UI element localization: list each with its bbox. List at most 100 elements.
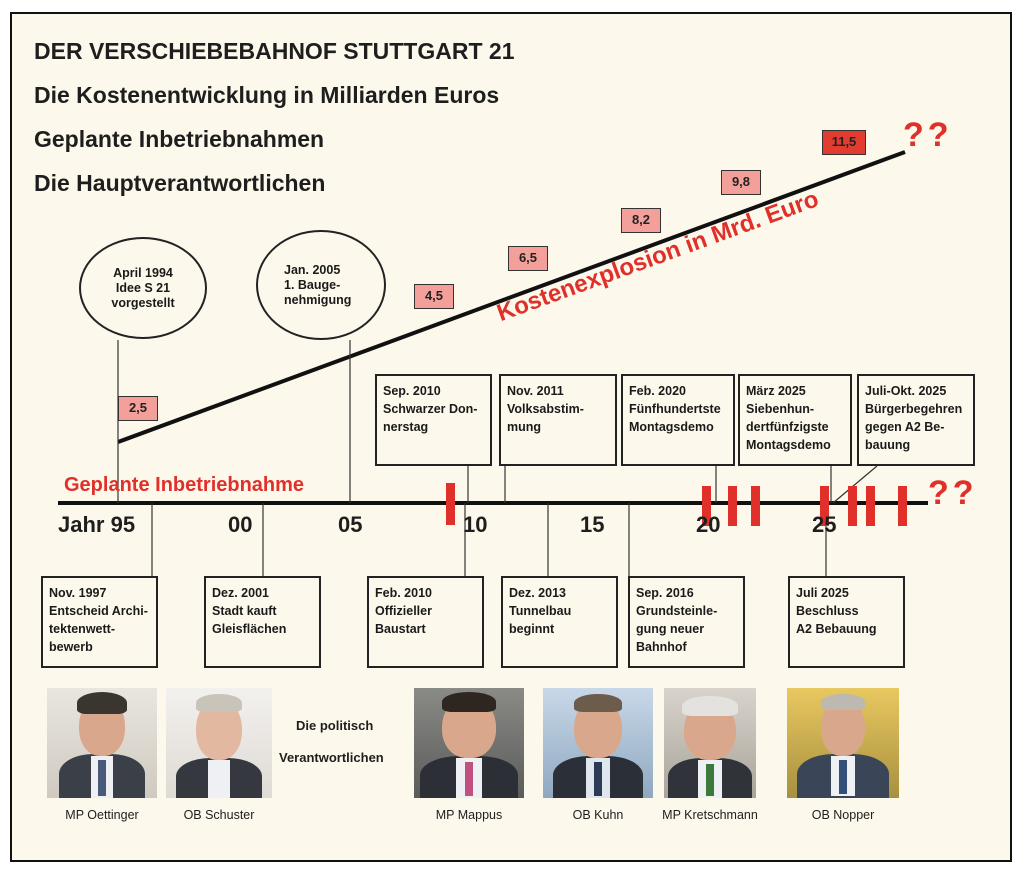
event-box-feb2010: Feb. 2010 Offizieller Baustart (367, 576, 484, 668)
politicians-label-line1: Die politisch (296, 718, 374, 733)
event-box-sep2016: Sep. 2016 Grundsteinle- gung neuer Bahnh… (628, 576, 745, 668)
event-text: Bahnhof (636, 640, 687, 654)
caption-mappus: MP Mappus (435, 808, 503, 822)
event-box-feb2020: Feb. 2020 Fünfhundertste Montagsdemo (621, 374, 735, 466)
caption-oettinger: MP Oettinger (65, 808, 139, 822)
event-box-dez2013: Dez. 2013 Tunnelbau beginnt (501, 576, 618, 668)
event-text: tektenwett- (49, 622, 115, 636)
event-box-mar2025: März 2025 Siebenhun- dertfünfzigste Mont… (738, 374, 852, 466)
cost-box: 8,2 (621, 208, 661, 233)
planned-opening-marker (820, 486, 829, 526)
subtitle-costs: Die Kostenentwicklung in Milliarden Euro… (34, 82, 500, 108)
planned-opening-marker (702, 486, 711, 526)
planned-opening-marker (446, 483, 455, 525)
event-text: Montagsdemo (629, 420, 714, 434)
event-text: beginnt (509, 622, 555, 636)
year-label-15: 15 (580, 512, 605, 537)
oval-1994: April 1994 Idee S 21 vorgestellt (79, 237, 207, 339)
event-date: Nov. 1997 (49, 586, 107, 600)
question-marks-timeline: ?? (928, 474, 978, 512)
question-marks-cost: ?? (903, 116, 953, 154)
event-text: Grundsteinle- (636, 604, 718, 618)
event-box-dez2001: Dez. 2001 Stadt kauft Gleisflächen (204, 576, 321, 668)
planned-opening-marker (751, 486, 760, 526)
year-label-25: 25 (812, 512, 837, 537)
caption-schuster: OB Schuster (183, 808, 255, 822)
year-label-05: 05 (338, 512, 363, 537)
event-date: Dez. 2001 (212, 586, 269, 600)
planned-opening-marker (866, 486, 875, 526)
portrait-schuster (166, 688, 272, 798)
event-date: Sep. 2016 (636, 586, 694, 600)
event-text: bewerb (49, 640, 93, 654)
event-text: gegen A2 Be- (865, 420, 945, 434)
planned-opening-markers (446, 483, 907, 526)
event-box-jul2025: Juli 2025 Beschluss A2 Bebauung (788, 576, 905, 668)
oval-line: April 1994 (113, 265, 173, 280)
event-text: A2 Bebauung (796, 622, 877, 636)
event-text: Baustart (375, 622, 426, 636)
event-text: bauung (865, 438, 911, 452)
event-date: Feb. 2020 (629, 384, 686, 398)
event-box-jul2025-upper: Juli-Okt. 2025 Bürgerbegehren gegen A2 B… (857, 374, 975, 466)
event-date: Juli-Okt. 2025 (865, 384, 947, 398)
event-box-nov2011: Nov. 2011 Volksabstim- mung (499, 374, 617, 466)
cost-box-highest: 11,5 (822, 130, 866, 155)
event-text: Entscheid Archi- (49, 604, 148, 618)
cost-box: 2,5 (118, 396, 158, 421)
event-date: Feb. 2010 (375, 586, 432, 600)
year-label-10: 10 (463, 512, 488, 537)
cost-trend-line (117, 150, 906, 444)
main-title: DER VERSCHIEBEBAHNOF STUTTGART 21 (34, 38, 515, 64)
event-text: gung neuer (636, 622, 705, 636)
event-text: Siebenhun- (746, 402, 815, 416)
connector-jul2025-upper (832, 465, 878, 504)
event-date: Nov. 2011 (507, 384, 564, 398)
event-text: mung (507, 420, 542, 434)
caption-kretschmann: MP Kretschmann (662, 808, 758, 822)
event-text: Schwarzer Don- (383, 402, 478, 416)
event-box-sep2010: Sep. 2010 Schwarzer Don- nerstag (375, 374, 492, 466)
event-text: Gleisflächen (212, 622, 287, 636)
subtitle-openings: Geplante Inbetriebnahmen (34, 126, 325, 152)
event-box-nov1997: Nov. 1997 Entscheid Archi- tektenwett- b… (41, 576, 158, 668)
event-text: dertfünfzigste (746, 420, 829, 434)
politicians-label-line2: Verantwortlichen (279, 750, 384, 765)
event-text: Tunnelbau (509, 604, 572, 618)
oval-line: vorgestellt (111, 295, 175, 310)
event-text: nerstag (383, 420, 429, 434)
portrait-kretschmann (664, 688, 756, 798)
event-text: Volksabstim- (507, 402, 584, 416)
portrait-nopper (787, 688, 899, 798)
year-label-20: 20 (696, 512, 721, 537)
portrait-oettinger (47, 688, 157, 798)
planned-opening-marker (898, 486, 907, 526)
planned-opening-marker (848, 486, 857, 526)
event-text: Bürgerbegehren (865, 402, 963, 416)
year-label-00: 00 (228, 512, 253, 537)
event-text: Offizieller (375, 604, 432, 618)
portrait-mappus (414, 688, 524, 798)
cost-box: 9,8 (721, 170, 761, 195)
event-text: Montagsdemo (746, 438, 831, 452)
oval-line: Idee S 21 (115, 280, 171, 295)
cost-box: 6,5 (508, 246, 548, 271)
event-text: Fünfhundertste (629, 402, 721, 416)
oval-line: 1. Bauge- (284, 277, 341, 292)
portrait-kuhn (543, 688, 653, 798)
subtitle-responsible: Die Hauptverantwortlichen (34, 170, 326, 196)
oval-line: nehmigung (284, 292, 352, 307)
event-date: Dez. 2013 (509, 586, 566, 600)
caption-nopper: OB Nopper (811, 808, 875, 822)
event-date: Juli 2025 (796, 586, 849, 600)
planned-opening-label: Geplante Inbetriebnahme (64, 474, 305, 496)
cost-box: 4,5 (414, 284, 454, 309)
event-text: Stadt kauft (212, 604, 277, 618)
planned-opening-marker (728, 486, 737, 526)
event-date: Sep. 2010 (383, 384, 441, 398)
oval-line: Jan. 2005 (284, 262, 341, 277)
event-text: Beschluss (796, 604, 859, 618)
event-date: März 2025 (746, 384, 806, 398)
oval-2005: Jan. 2005 1. Bauge- nehmigung (256, 230, 386, 340)
